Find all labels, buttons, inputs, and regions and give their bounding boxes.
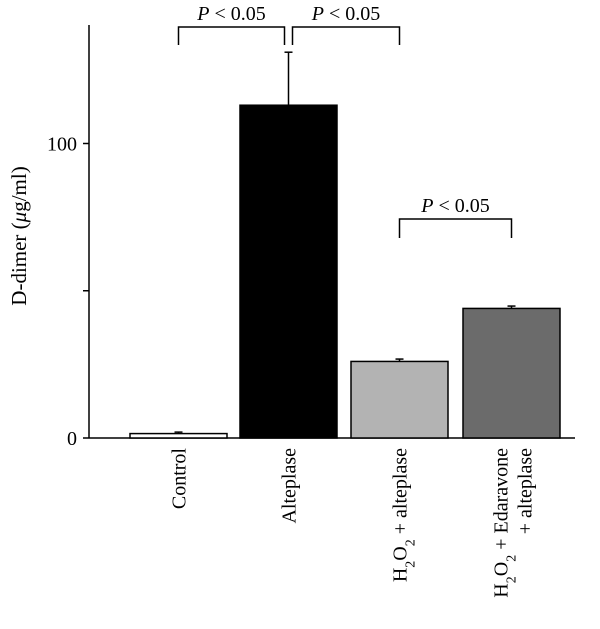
x-tick-label-h2o2-edaravone-alteplase: H2O2 + Edaravone + alteplase bbox=[491, 448, 537, 598]
bar-h2o2-edaravone-alteplase bbox=[462, 307, 561, 439]
error-bars bbox=[174, 51, 516, 434]
bar-control bbox=[129, 432, 228, 439]
x-tick-label-text: H2O2 + alteplase bbox=[390, 448, 419, 582]
bar-h2o2-alteplase bbox=[350, 360, 449, 439]
x-tick-label-h2o2-alteplase: H2O2 + alteplase bbox=[390, 448, 419, 582]
bars bbox=[129, 104, 561, 439]
x-tick-label-line: + alteplase bbox=[515, 448, 537, 534]
significance-brackets: P < 0.05 P < 0.05 P < 0.05 bbox=[177, 3, 513, 238]
y-axis-label: D-dimer (μg/ml) bbox=[7, 166, 31, 305]
x-tick-label-line: H2O2 + Edaravone bbox=[491, 448, 520, 598]
significance-bracket bbox=[291, 26, 401, 45]
y-tick-label: 0 bbox=[67, 428, 77, 450]
significance-label: P < 0.05 bbox=[420, 195, 490, 217]
bar-alteplase bbox=[239, 104, 338, 439]
x-tick-label-control: Control bbox=[169, 448, 191, 510]
significance-bracket bbox=[398, 218, 513, 238]
significance-label: P < 0.05 bbox=[196, 3, 266, 25]
significance-bracket bbox=[177, 26, 286, 45]
y-tick-label: 100 bbox=[47, 134, 77, 156]
x-tick-label-alteplase: Alteplase bbox=[279, 448, 301, 524]
x-tick-label-text: Alteplase bbox=[279, 448, 301, 524]
x-tick-labels: Control Alteplase H2O2 + alteplase H2O2 + E… bbox=[169, 448, 537, 598]
significance-label: P < 0.05 bbox=[311, 3, 381, 25]
x-tick-label-text: Control bbox=[169, 448, 191, 510]
